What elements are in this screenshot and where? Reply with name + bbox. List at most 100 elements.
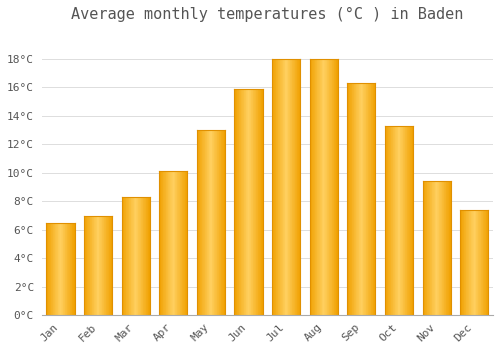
Bar	[291, 58, 292, 315]
Bar	[220, 130, 221, 315]
Bar	[360, 83, 362, 315]
Bar	[476, 210, 477, 315]
Bar	[54, 223, 55, 315]
Bar	[288, 58, 289, 315]
Bar	[335, 58, 336, 315]
Bar	[326, 58, 328, 315]
Bar	[394, 126, 395, 315]
Bar	[313, 58, 314, 315]
Bar	[358, 83, 360, 315]
Bar	[485, 210, 486, 315]
Bar	[198, 130, 199, 315]
Bar	[363, 83, 364, 315]
Bar	[402, 126, 403, 315]
Bar	[463, 210, 464, 315]
Bar	[324, 58, 325, 315]
Bar	[68, 223, 69, 315]
Bar	[465, 210, 466, 315]
Bar	[403, 126, 404, 315]
Bar	[430, 181, 431, 315]
Bar	[58, 223, 59, 315]
Bar	[106, 216, 107, 315]
Bar	[103, 216, 104, 315]
Bar	[464, 210, 465, 315]
Bar	[147, 197, 148, 315]
Bar	[240, 89, 242, 315]
Bar	[311, 58, 312, 315]
Bar	[354, 83, 355, 315]
Bar	[216, 130, 217, 315]
Bar	[245, 89, 246, 315]
Bar	[107, 216, 108, 315]
Bar	[470, 210, 472, 315]
Bar	[182, 171, 183, 315]
Bar	[62, 223, 63, 315]
Bar	[145, 197, 146, 315]
Bar	[364, 83, 365, 315]
Bar	[428, 181, 429, 315]
Bar	[171, 171, 172, 315]
Bar	[52, 223, 54, 315]
Bar	[480, 210, 482, 315]
Bar	[386, 126, 387, 315]
Bar	[209, 130, 210, 315]
Bar	[406, 126, 407, 315]
Bar	[388, 126, 389, 315]
Bar	[149, 197, 150, 315]
Bar	[475, 210, 476, 315]
Bar	[293, 58, 294, 315]
Bar	[389, 126, 390, 315]
Bar	[467, 210, 468, 315]
Bar	[274, 58, 275, 315]
Bar	[411, 126, 412, 315]
Bar	[435, 181, 436, 315]
Bar	[460, 210, 461, 315]
Bar	[49, 223, 50, 315]
Bar	[178, 171, 179, 315]
Bar	[258, 89, 259, 315]
Bar	[110, 216, 112, 315]
Bar	[401, 126, 402, 315]
Bar	[366, 83, 367, 315]
Bar	[93, 216, 94, 315]
Bar	[438, 181, 440, 315]
Bar	[66, 223, 68, 315]
Bar	[277, 58, 278, 315]
Bar	[201, 130, 202, 315]
Bar	[279, 58, 280, 315]
Bar	[484, 210, 485, 315]
Bar	[108, 216, 110, 315]
Bar	[243, 89, 244, 315]
Bar	[407, 126, 408, 315]
Bar	[95, 216, 96, 315]
Bar	[169, 171, 170, 315]
Bar	[348, 83, 350, 315]
Bar	[396, 126, 397, 315]
Bar	[135, 197, 136, 315]
Bar	[272, 58, 274, 315]
Bar	[242, 89, 243, 315]
Bar	[355, 83, 356, 315]
Bar	[134, 197, 135, 315]
Bar	[102, 216, 103, 315]
Bar	[385, 126, 386, 315]
Bar	[206, 130, 208, 315]
Bar	[200, 130, 201, 315]
Bar	[330, 58, 331, 315]
Bar	[210, 130, 211, 315]
Bar	[246, 89, 247, 315]
Bar	[59, 223, 60, 315]
Bar	[292, 58, 293, 315]
Bar	[223, 130, 224, 315]
Bar	[89, 216, 90, 315]
Bar	[466, 210, 467, 315]
Bar	[249, 89, 250, 315]
Bar	[436, 181, 438, 315]
Bar	[322, 58, 323, 315]
Bar	[312, 58, 313, 315]
Bar	[214, 130, 215, 315]
Bar	[126, 197, 127, 315]
Bar	[252, 89, 254, 315]
Bar	[92, 216, 93, 315]
Bar	[247, 89, 248, 315]
